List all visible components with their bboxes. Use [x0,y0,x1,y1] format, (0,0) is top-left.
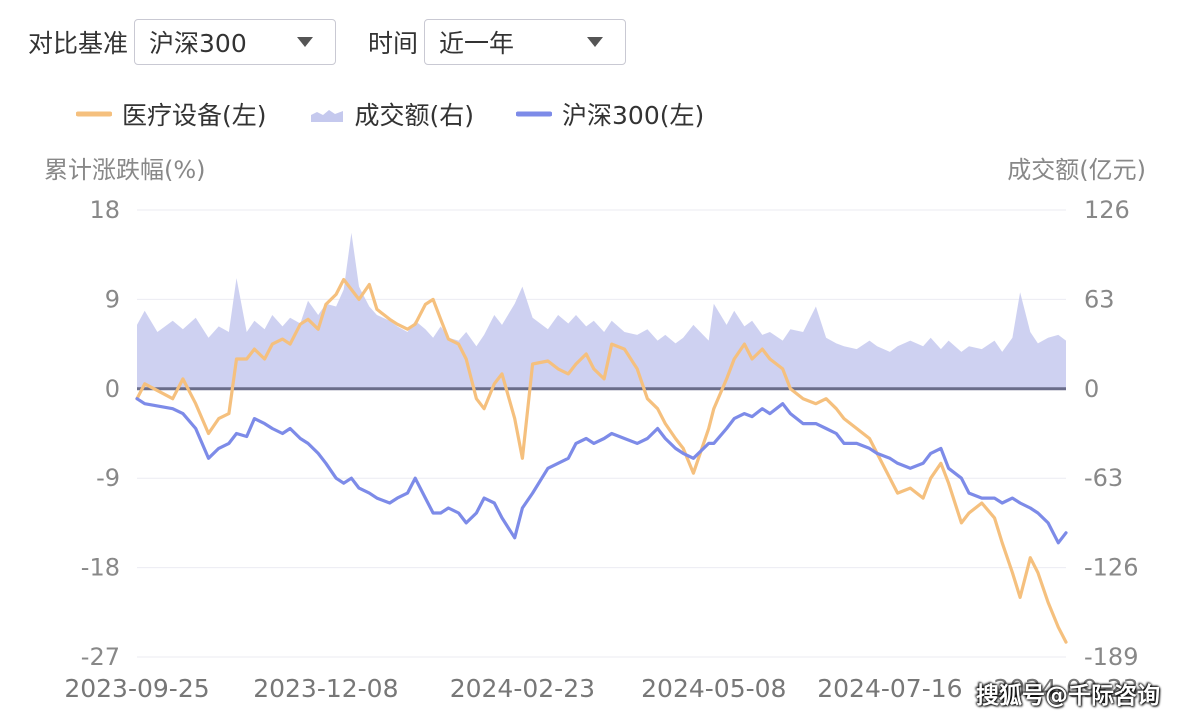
y-tick-left: 18 [89,196,120,224]
y-tick-left: -18 [81,554,120,582]
series-area-volume [137,232,1066,389]
y-axis-left-title: 累计涨跌幅(%) [44,156,206,184]
chevron-down-icon [587,37,604,47]
y-tick-left: 0 [105,375,120,403]
time-select-value: 近一年 [439,29,515,58]
legend-label: 沪深300(左) [562,101,705,130]
legend-item-volume[interactable]: 成交额(右) [309,96,475,132]
filter-bar: 对比基准 沪深300 时间 近一年 [28,18,627,66]
chevron-down-icon [297,37,314,47]
benchmark-select-value: 沪深300 [149,29,247,58]
y-axis-right-title: 成交额(亿元) [1007,156,1146,184]
line-icon [76,111,112,117]
area-icon [310,110,343,122]
x-tick: 2024-05-08 [641,674,786,703]
series-line-hs300 [135,397,1068,545]
legend-item-medical[interactable]: 医疗设备(左) [76,96,267,132]
y-tick-left: -27 [81,643,120,671]
legend-label: 医疗设备(左) [122,101,267,130]
y-tick-right: -189 [1084,643,1138,671]
benchmark-label: 对比基准 [28,29,129,58]
y-tick-right: 0 [1084,375,1099,403]
x-tick: 2023-09-25 [64,674,209,703]
y-tick-left: -9 [96,464,120,492]
x-tick: 2024-09-23 [993,674,1138,703]
benchmark-select[interactable]: 沪深300 [134,19,337,65]
chart-legend: 医疗设备(左) 成交额(右) 沪深300(左) [76,94,746,134]
y-tick-right: 126 [1084,196,1130,224]
legend-label: 成交额(右) [354,101,475,130]
line-icon [516,111,553,117]
series-line-medical [135,277,1068,644]
y-tick-right: -63 [1084,464,1123,492]
y-tick-left: 9 [105,285,120,313]
x-tick: 2024-02-23 [450,674,595,703]
y-tick-right: 63 [1084,285,1115,313]
x-tick: 2024-07-16 [817,674,962,703]
watermark: 搜狐号@千际咨询 [976,683,1160,709]
time-range-select[interactable]: 近一年 [424,19,627,65]
y-tick-right: -126 [1084,554,1138,582]
legend-item-hs300[interactable]: 沪深300(左) [516,96,704,132]
x-tick: 2023-12-08 [253,674,398,703]
time-label: 时间 [368,29,419,58]
